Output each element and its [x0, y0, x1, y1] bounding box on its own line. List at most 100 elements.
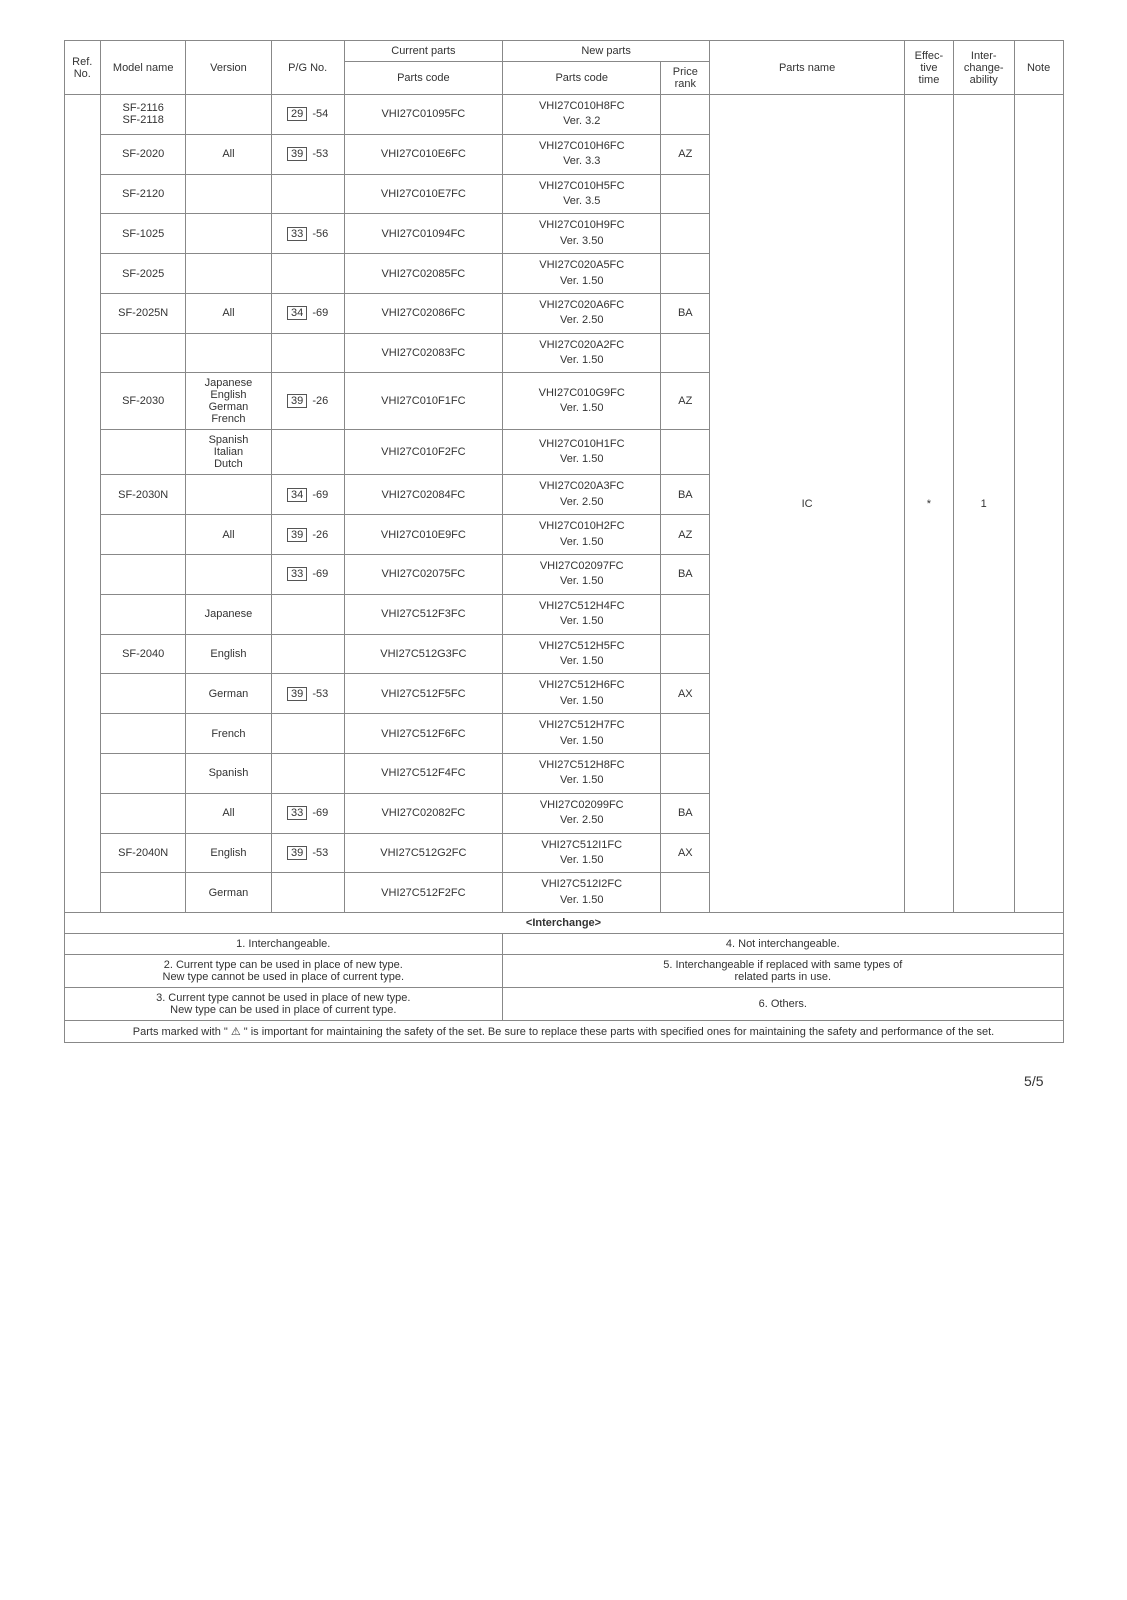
price-rank-cell	[661, 214, 710, 254]
current-code-cell: VHI27C010F1FC	[344, 373, 502, 430]
new-code-cell: VHI27C010H2FCVer. 1.50	[503, 515, 661, 555]
th-interchange: Inter- change- ability	[953, 41, 1014, 95]
note-cell	[1014, 95, 1063, 913]
version-cell: All	[186, 793, 271, 833]
version-cell: Spanish	[186, 753, 271, 793]
version-cell: All	[186, 293, 271, 333]
model-cell	[101, 555, 186, 595]
parts-name-cell: IC	[710, 95, 905, 913]
current-code-cell: VHI27C512F5FC	[344, 674, 502, 714]
price-rank-cell: AZ	[661, 373, 710, 430]
price-rank-cell	[661, 873, 710, 913]
pgno-cell	[271, 594, 344, 634]
th-effective: Effec- tive time	[905, 41, 954, 95]
version-cell	[186, 95, 271, 135]
current-code-cell: VHI27C512F4FC	[344, 753, 502, 793]
pgno-cell: 39 -53	[271, 134, 344, 174]
price-rank-cell	[661, 753, 710, 793]
current-code-cell: VHI27C02085FC	[344, 254, 502, 294]
new-code-cell: VHI27C512H8FCVer. 1.50	[503, 753, 661, 793]
new-code-cell: VHI27C010H9FCVer. 3.50	[503, 214, 661, 254]
new-code-cell: VHI27C010G9FCVer. 1.50	[503, 373, 661, 430]
price-rank-cell	[661, 714, 710, 754]
interchange-4: 4. Not interchangeable.	[503, 934, 1063, 955]
pgno-cell	[271, 174, 344, 214]
new-code-cell: VHI27C512I1FCVer. 1.50	[503, 833, 661, 873]
current-code-cell: VHI27C01095FC	[344, 95, 502, 135]
new-code-cell: VHI27C512H7FCVer. 1.50	[503, 714, 661, 754]
price-rank-cell: BA	[661, 293, 710, 333]
current-code-cell: VHI27C512G2FC	[344, 833, 502, 873]
model-cell: SF-2120	[101, 174, 186, 214]
model-cell: SF-2040N	[101, 833, 186, 873]
pgno-cell: 39 -26	[271, 373, 344, 430]
model-cell	[101, 515, 186, 555]
current-code-cell: VHI27C512F2FC	[344, 873, 502, 913]
version-cell: German	[186, 873, 271, 913]
model-cell: SF-2116 SF-2118	[101, 95, 186, 135]
version-cell	[186, 475, 271, 515]
parts-table: Ref. No. Model name Version P/G No. Curr…	[64, 40, 1064, 1043]
th-current-code: Parts code	[344, 62, 502, 95]
version-cell	[186, 254, 271, 294]
current-code-cell: VHI27C02083FC	[344, 333, 502, 373]
version-cell: All	[186, 134, 271, 174]
model-cell	[101, 753, 186, 793]
version-cell	[186, 214, 271, 254]
price-rank-cell	[661, 254, 710, 294]
th-pgno: P/G No.	[271, 41, 344, 95]
current-code-cell: VHI27C010E7FC	[344, 174, 502, 214]
current-code-cell: VHI27C512F3FC	[344, 594, 502, 634]
version-cell: Japanese	[186, 594, 271, 634]
pgno-cell	[271, 753, 344, 793]
new-code-cell: VHI27C02099FCVer. 2.50	[503, 793, 661, 833]
price-rank-cell	[661, 634, 710, 674]
price-rank-cell	[661, 95, 710, 135]
th-version: Version	[186, 41, 271, 95]
model-cell	[101, 594, 186, 634]
pgno-cell: 39 -53	[271, 674, 344, 714]
current-code-cell: VHI27C010E9FC	[344, 515, 502, 555]
model-cell: SF-2040	[101, 634, 186, 674]
interchange-2: 2. Current type can be used in place of …	[64, 955, 503, 988]
version-cell	[186, 174, 271, 214]
new-code-cell: VHI27C020A3FCVer. 2.50	[503, 475, 661, 515]
pgno-cell	[271, 430, 344, 475]
current-code-cell: VHI27C010F2FC	[344, 430, 502, 475]
new-code-cell: VHI27C020A2FCVer. 1.50	[503, 333, 661, 373]
th-parts-name: Parts name	[710, 41, 905, 95]
version-cell: All	[186, 515, 271, 555]
version-cell: Japanese English German French	[186, 373, 271, 430]
th-ref: Ref. No.	[64, 41, 101, 95]
current-code-cell: VHI27C512G3FC	[344, 634, 502, 674]
new-code-cell: VHI27C512H6FCVer. 1.50	[503, 674, 661, 714]
new-code-cell: VHI27C010H8FCVer. 3.2	[503, 95, 661, 135]
th-new-group: New parts	[503, 41, 710, 62]
pgno-cell: 34 -69	[271, 475, 344, 515]
table-row: SF-2116 SF-211829 -54VHI27C01095FCVHI27C…	[64, 95, 1063, 135]
price-rank-cell: BA	[661, 475, 710, 515]
safety-note: Parts marked with " ⚠ " is important for…	[64, 1021, 1063, 1043]
pgno-cell: 39 -53	[271, 833, 344, 873]
model-cell	[101, 793, 186, 833]
page-number: 5/5	[64, 1073, 1064, 1089]
pgno-cell	[271, 714, 344, 754]
model-cell	[101, 674, 186, 714]
interchange-1: 1. Interchangeable.	[64, 934, 503, 955]
th-current-group: Current parts	[344, 41, 502, 62]
pgno-cell	[271, 254, 344, 294]
interchange-header: <Interchange>	[64, 913, 1063, 934]
current-code-cell: VHI27C02086FC	[344, 293, 502, 333]
price-rank-cell	[661, 333, 710, 373]
interchange-5: 5. Interchangeable if replaced with same…	[503, 955, 1063, 988]
th-note: Note	[1014, 41, 1063, 95]
version-cell: French	[186, 714, 271, 754]
model-cell: SF-2020	[101, 134, 186, 174]
model-cell	[101, 714, 186, 754]
ref-no-cell	[64, 95, 101, 913]
version-cell	[186, 333, 271, 373]
model-cell	[101, 333, 186, 373]
new-code-cell: VHI27C020A5FCVer. 1.50	[503, 254, 661, 294]
model-cell: SF-2030N	[101, 475, 186, 515]
version-cell: German	[186, 674, 271, 714]
